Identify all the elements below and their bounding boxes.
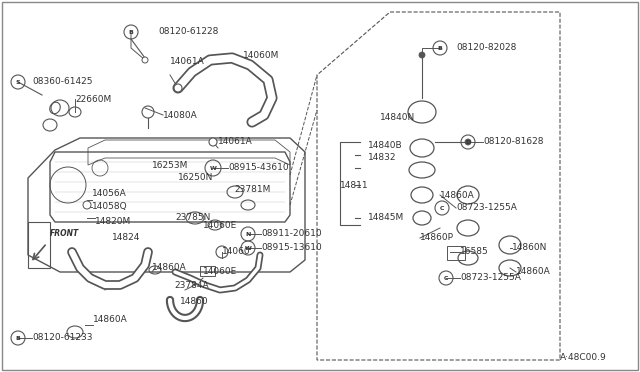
Text: 14845M: 14845M (368, 214, 404, 222)
Text: 08120-61233: 08120-61233 (32, 334, 93, 343)
Text: 14860A: 14860A (152, 263, 187, 273)
Text: 08120-81628: 08120-81628 (483, 138, 543, 147)
Text: W: W (244, 246, 252, 250)
Text: 08723-1255A: 08723-1255A (460, 273, 521, 282)
Text: 14080A: 14080A (163, 110, 198, 119)
Text: 14060M: 14060M (243, 51, 280, 60)
Text: 14056A: 14056A (92, 189, 127, 199)
Text: 16253M: 16253M (152, 160, 188, 170)
Circle shape (83, 201, 91, 209)
Text: 08915-43610: 08915-43610 (228, 164, 289, 173)
Text: 16250N: 16250N (178, 173, 213, 183)
Text: 08120-82028: 08120-82028 (456, 44, 516, 52)
Text: 23784A: 23784A (174, 280, 209, 289)
Circle shape (419, 52, 425, 58)
Circle shape (465, 139, 471, 145)
Text: A·48C00.9: A·48C00.9 (560, 353, 607, 362)
Text: 08915-13610: 08915-13610 (261, 244, 322, 253)
Text: 08723-1255A: 08723-1255A (456, 203, 517, 212)
Text: D: D (465, 140, 470, 144)
Text: 16585: 16585 (460, 247, 489, 257)
Text: S: S (16, 80, 20, 84)
Text: 14811: 14811 (340, 180, 369, 189)
Text: B: B (438, 45, 442, 51)
Text: W: W (209, 166, 216, 170)
Text: 23781M: 23781M (234, 186, 270, 195)
Text: 08911-20610: 08911-20610 (261, 230, 322, 238)
Text: 14060: 14060 (222, 247, 251, 257)
Bar (447, 246, 465, 260)
Text: 08360-61425: 08360-61425 (32, 77, 93, 87)
Text: 14860N: 14860N (512, 244, 547, 253)
Text: FRONT: FRONT (50, 229, 79, 238)
Text: C: C (444, 276, 448, 280)
Text: 22660M: 22660M (75, 94, 111, 103)
Circle shape (174, 84, 182, 92)
Text: B: B (129, 29, 133, 35)
Text: 14060E: 14060E (203, 267, 237, 276)
Text: 14860: 14860 (180, 298, 209, 307)
Text: 14860A: 14860A (440, 190, 475, 199)
Text: B: B (15, 336, 20, 340)
Bar (200, 266, 215, 276)
Text: 14058Q: 14058Q (92, 202, 127, 212)
Text: 14860A: 14860A (516, 267, 551, 276)
Text: N: N (245, 231, 251, 237)
Text: 14060E: 14060E (203, 221, 237, 230)
Text: 14860A: 14860A (93, 315, 128, 324)
Text: 14061A: 14061A (170, 58, 205, 67)
Text: 14824: 14824 (112, 234, 140, 243)
Circle shape (142, 57, 148, 63)
Text: 14061A: 14061A (218, 138, 253, 147)
Text: C: C (440, 205, 444, 211)
Text: 08120-61228: 08120-61228 (158, 28, 218, 36)
Text: 14840B: 14840B (368, 141, 403, 150)
Circle shape (209, 138, 217, 146)
Text: 14832: 14832 (368, 154, 397, 163)
Text: 14840N: 14840N (380, 113, 415, 122)
Text: 23785N: 23785N (175, 214, 211, 222)
Text: 14820M: 14820M (95, 217, 131, 225)
Text: 14860P: 14860P (420, 234, 454, 243)
